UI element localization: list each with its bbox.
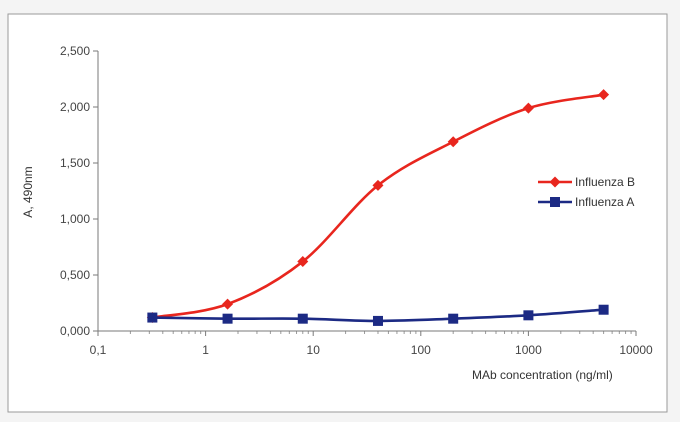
x-tick-label: 0,1 [90, 343, 107, 357]
x-tick-label: 1000 [515, 343, 542, 357]
y-tick-label: 1,500 [60, 156, 90, 170]
chart-frame [7, 13, 668, 413]
legend-label: Influenza B [575, 175, 635, 189]
data-point-influenza-b [598, 89, 610, 101]
y-tick-label: 0,500 [60, 268, 90, 282]
x-tick-label: 10 [307, 343, 321, 357]
series-influenza-a [147, 304, 609, 326]
y-tick-label: 1,000 [60, 212, 90, 226]
x-tick-label: 1 [202, 343, 209, 357]
y-tick-label: 0,000 [60, 324, 90, 338]
x-axis-title: MAb concentration (ng/ml) [472, 368, 613, 382]
y-tick-label: 2,000 [60, 100, 90, 114]
data-point-influenza-a [448, 313, 459, 324]
legend-marker-influenza-b [549, 176, 561, 188]
legend-label: Influenza A [575, 195, 634, 209]
data-point-influenza-a [598, 304, 609, 315]
data-point-influenza-a [222, 313, 233, 324]
legend: Influenza B Influenza A [538, 175, 635, 209]
data-point-influenza-a [147, 312, 158, 323]
x-tick-label: 10000 [619, 343, 653, 357]
y-axis-title: A, 490nm [21, 166, 35, 217]
series-layer [146, 89, 610, 326]
legend-marker-influenza-a [550, 197, 560, 207]
x-tick-label: 100 [411, 343, 431, 357]
data-point-influenza-b [297, 256, 309, 268]
legend-item-influenza-b: Influenza B [538, 175, 635, 189]
data-point-influenza-b [222, 298, 234, 310]
legend-item-influenza-a: Influenza A [538, 195, 634, 209]
data-point-influenza-b [522, 102, 534, 114]
data-point-influenza-a [297, 313, 308, 324]
data-point-influenza-a [523, 310, 534, 321]
data-point-influenza-b [447, 136, 459, 148]
data-point-influenza-a [372, 315, 383, 326]
y-axis-ticks: 0,000 0,500 1,000 1,500 2,000 2,500 [60, 44, 98, 338]
y-tick-label: 2,500 [60, 44, 90, 58]
data-point-influenza-b [372, 179, 384, 191]
